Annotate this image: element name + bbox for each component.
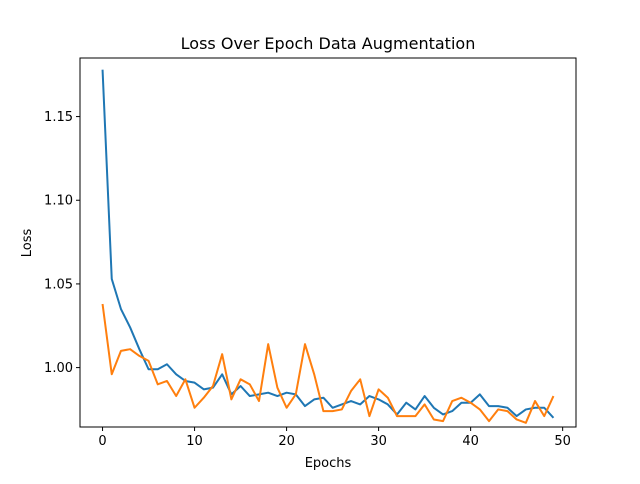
x-tick-label: 10 (186, 434, 203, 449)
x-axis-label: Epochs (305, 456, 352, 471)
tick-layer: 0 10 20 30 40 50 1.00 1.05 1.10 1.15 (44, 110, 571, 449)
x-tick-label: 50 (554, 434, 571, 449)
x-tick-label: 30 (370, 434, 387, 449)
plot-frame (79, 57, 577, 428)
y-tick-label: 1.00 (44, 361, 73, 376)
series-line-1 (101, 69, 555, 419)
y-tick-label: 1.10 (44, 194, 73, 209)
y-tick-label: 1.05 (44, 277, 73, 292)
x-tick-label: 0 (98, 434, 106, 449)
y-tick-label: 1.15 (44, 110, 73, 125)
series-line-2 (101, 303, 555, 424)
y-axis-label: Loss (20, 229, 35, 258)
chart-title: Loss Over Epoch Data Augmentation (181, 34, 476, 53)
x-tick-label: 40 (462, 434, 479, 449)
series-layer (101, 69, 555, 424)
x-tick-label: 20 (278, 434, 295, 449)
